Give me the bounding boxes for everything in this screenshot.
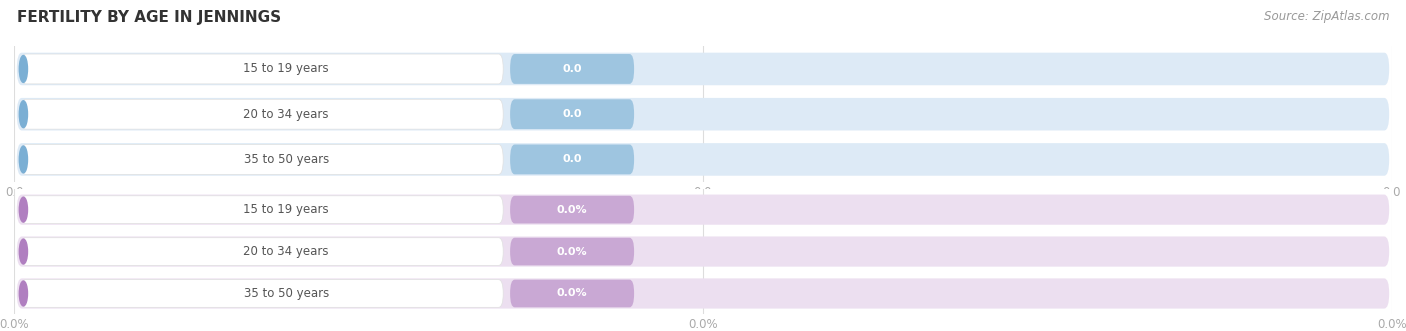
Circle shape — [20, 101, 28, 128]
FancyBboxPatch shape — [510, 99, 634, 129]
FancyBboxPatch shape — [510, 280, 634, 307]
FancyBboxPatch shape — [510, 145, 634, 174]
Text: 0.0: 0.0 — [1382, 186, 1402, 199]
Text: 20 to 34 years: 20 to 34 years — [243, 245, 329, 258]
FancyBboxPatch shape — [17, 143, 1389, 176]
Text: Source: ZipAtlas.com: Source: ZipAtlas.com — [1264, 10, 1389, 23]
Circle shape — [20, 146, 28, 173]
Circle shape — [20, 197, 28, 222]
Circle shape — [20, 281, 28, 306]
Circle shape — [20, 56, 28, 82]
Text: 0.0%: 0.0% — [557, 205, 588, 214]
Text: 0.0%: 0.0% — [557, 289, 588, 299]
FancyBboxPatch shape — [510, 238, 634, 265]
FancyBboxPatch shape — [21, 145, 503, 174]
FancyBboxPatch shape — [17, 236, 1389, 267]
FancyBboxPatch shape — [21, 196, 503, 223]
FancyBboxPatch shape — [17, 278, 1389, 308]
FancyBboxPatch shape — [17, 98, 1389, 130]
Text: 0.0: 0.0 — [562, 64, 582, 74]
Text: 0.0: 0.0 — [562, 155, 582, 165]
FancyBboxPatch shape — [21, 280, 503, 307]
FancyBboxPatch shape — [17, 53, 1389, 85]
Text: 15 to 19 years: 15 to 19 years — [243, 203, 329, 216]
Text: 0.0: 0.0 — [4, 186, 24, 199]
FancyBboxPatch shape — [17, 195, 1389, 225]
FancyBboxPatch shape — [21, 99, 503, 129]
Text: 35 to 50 years: 35 to 50 years — [243, 153, 329, 166]
Text: FERTILITY BY AGE IN JENNINGS: FERTILITY BY AGE IN JENNINGS — [17, 10, 281, 25]
Text: 20 to 34 years: 20 to 34 years — [243, 108, 329, 121]
FancyBboxPatch shape — [510, 54, 634, 84]
Text: 15 to 19 years: 15 to 19 years — [243, 63, 329, 75]
Text: 0.0%: 0.0% — [557, 247, 588, 257]
FancyBboxPatch shape — [510, 196, 634, 223]
Text: 0.0: 0.0 — [693, 186, 713, 199]
FancyBboxPatch shape — [21, 238, 503, 265]
FancyBboxPatch shape — [21, 54, 503, 84]
Text: 0.0: 0.0 — [562, 109, 582, 119]
Text: 0.0%: 0.0% — [688, 318, 718, 331]
Text: 35 to 50 years: 35 to 50 years — [243, 287, 329, 300]
Text: 0.0%: 0.0% — [1376, 318, 1406, 331]
Text: 0.0%: 0.0% — [0, 318, 30, 331]
Circle shape — [20, 239, 28, 264]
